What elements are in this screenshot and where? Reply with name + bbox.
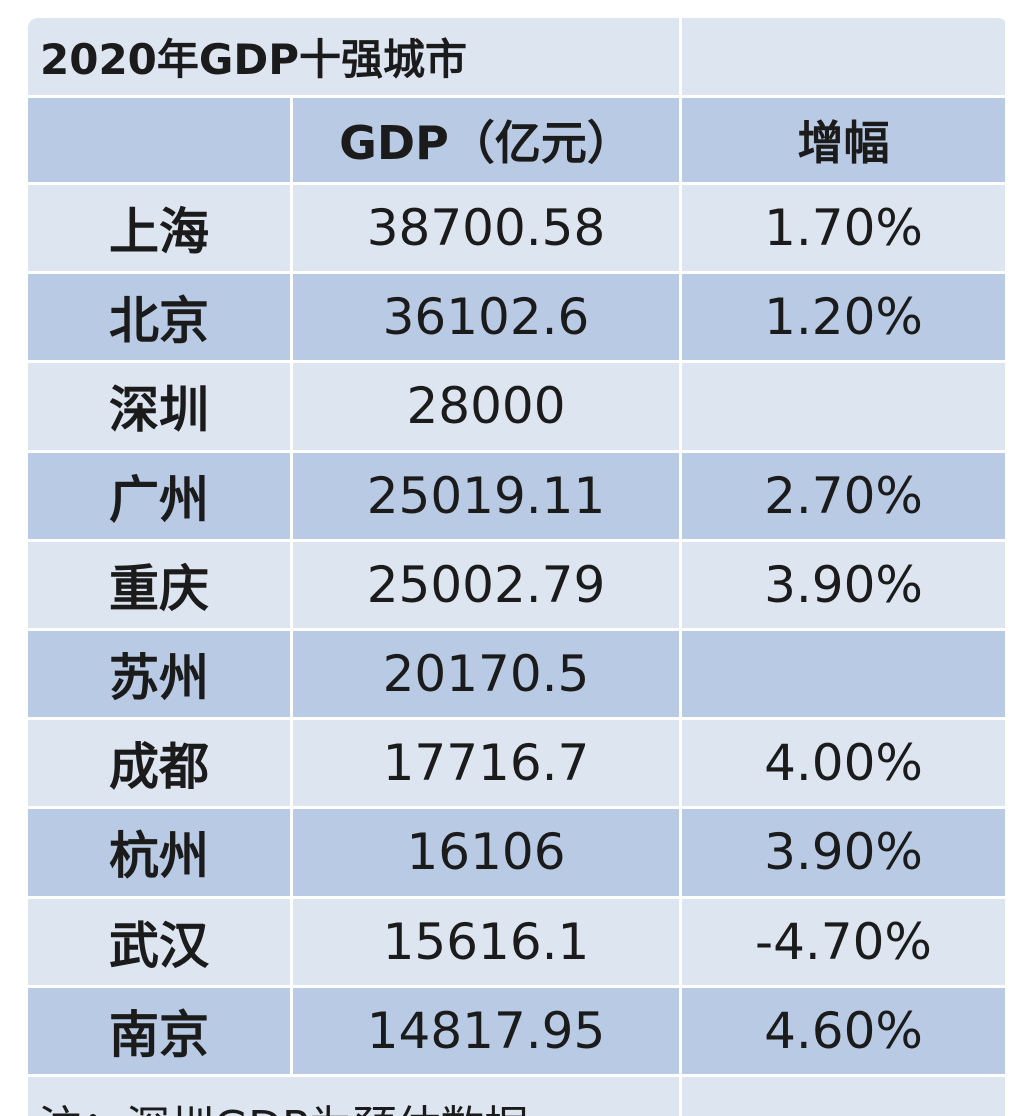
header-cell: GDP（亿元） [293,98,682,185]
cell-text: 广州 [109,470,209,529]
note-cell: 注：深圳GDP为预估数据 [28,1077,682,1116]
cell-text: 北京 [109,292,209,351]
cell-text: 2020年GDP十强城市 [40,35,468,84]
cell-text: 4.60% [764,1001,923,1060]
cell-text: 16106 [406,823,566,882]
city-cell: 苏州 [28,631,293,721]
cell-text: 17716.7 [382,734,590,793]
value-cell: 25002.79 [293,541,682,631]
cell-text: 25019.11 [366,466,606,525]
cell-text: 2.70% [764,466,923,525]
cell-text: 3.90% [764,555,923,614]
value-cell: 3.90% [682,809,1008,899]
value-cell: 14817.95 [293,987,682,1077]
city-cell: 杭州 [28,809,293,899]
value-cell: 4.60% [682,987,1008,1077]
city-cell: 广州 [28,452,293,542]
city-cell: 南京 [28,987,293,1077]
cell-text: 1.70% [764,199,923,258]
value-cell: 15616.1 [293,898,682,988]
city-cell: 上海 [28,185,293,275]
cell-text: 4.00% [764,734,923,793]
value-cell [682,631,1008,721]
value-cell: 38700.58 [293,185,682,275]
cell-text: 增幅 [797,116,890,170]
value-cell: 17716.7 [293,720,682,810]
value-cell: 16106 [293,809,682,899]
cell-text: GDP（亿元） [339,116,633,170]
value-cell [682,363,1008,453]
value-cell: 20170.5 [293,631,682,721]
city-cell: 成都 [28,720,293,810]
cell-text: 成都 [109,738,209,797]
value-cell: 25019.11 [293,452,682,542]
cell-text: 38700.58 [366,199,606,258]
title-empty [682,18,1008,98]
value-cell: 2.70% [682,452,1008,542]
cell-text: 苏州 [109,649,209,708]
value-cell: 3.90% [682,541,1008,631]
value-cell: 36102.6 [293,274,682,364]
header-cell: 增幅 [682,98,1008,185]
cell-text: 15616.1 [382,912,590,971]
cell-text: 注：深圳GDP为预估数据 [38,1091,529,1116]
cell-text: -4.70% [755,912,932,971]
value-cell: 1.70% [682,185,1008,275]
value-cell: -4.70% [682,898,1008,988]
cell-text: 20170.5 [382,645,590,704]
table: 2020年GDP十强城市 GDP（亿元） 增幅上海 38700.58 1.70% 北京 36… [28,18,1008,1116]
city-cell: 重庆 [28,541,293,631]
cell-text: 3.90% [764,823,923,882]
city-cell: 武汉 [28,898,293,988]
cell-text: 深圳 [109,381,209,440]
cell-text: 25002.79 [366,555,606,614]
value-cell: 28000 [293,363,682,453]
cell-text: 南京 [109,1005,209,1064]
value-cell: 1.20% [682,274,1008,364]
cell-text: 杭州 [109,827,209,886]
cell-text: 上海 [109,203,209,262]
cell-text: 14817.95 [366,1001,606,1060]
cell-text: 28000 [406,377,566,436]
value-cell: 4.00% [682,720,1008,810]
cell-text: 1.20% [764,288,923,347]
city-cell: 北京 [28,274,293,364]
cell-text: 36102.6 [382,288,590,347]
header-cell [28,98,293,185]
title-cell: 2020年GDP十强城市 [28,18,682,98]
note-empty [682,1077,1008,1116]
cell-text: 武汉 [109,916,209,975]
city-cell: 深圳 [28,363,293,453]
cell-text: 重庆 [109,559,209,618]
